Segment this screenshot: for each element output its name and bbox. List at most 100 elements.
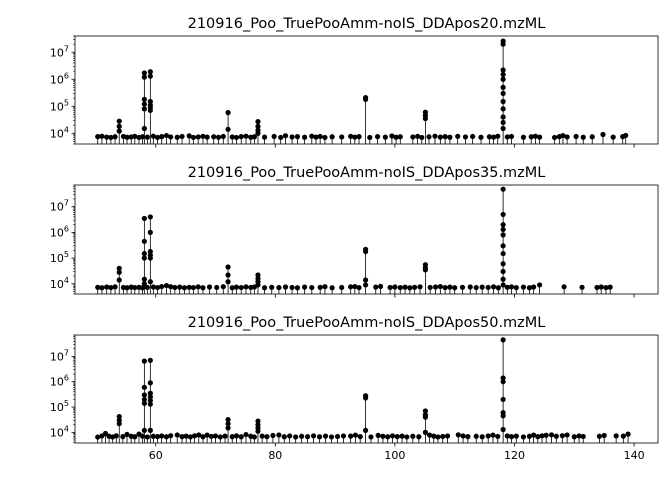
data-point (147, 69, 153, 75)
y-tick-label-base: 10 (50, 201, 64, 214)
y-tick-label-exponent: 4 (64, 424, 69, 433)
data-point (357, 434, 363, 440)
data-point (287, 433, 293, 439)
x-tick-label: 60 (149, 449, 163, 462)
data-point (432, 133, 438, 139)
data-point (356, 284, 362, 291)
data-point (500, 261, 506, 267)
data-point (500, 282, 506, 288)
data-point (233, 284, 240, 290)
y-tick-label: 104 (50, 125, 69, 140)
data-point (186, 284, 192, 290)
y-tick-label-base: 10 (50, 73, 64, 86)
data-point (147, 357, 153, 363)
data-point (610, 134, 616, 140)
data-point (141, 70, 147, 76)
data-point (270, 432, 276, 439)
data-point (150, 433, 156, 439)
data-point (548, 432, 555, 438)
data-point (576, 433, 582, 439)
data-point (208, 433, 214, 440)
data-point (435, 434, 441, 440)
data-point (363, 427, 369, 433)
data-point (607, 284, 613, 290)
data-point (261, 285, 268, 291)
data-point (259, 433, 265, 439)
data-point (374, 134, 381, 140)
data-point (539, 433, 545, 439)
data-point (407, 285, 413, 291)
y-tick-label: 106 (50, 374, 69, 389)
data-point (229, 285, 235, 291)
data-point (603, 284, 609, 291)
data-point (500, 396, 506, 403)
data-point (537, 282, 543, 288)
data-point (594, 284, 600, 291)
data-point (141, 106, 147, 112)
data-point (564, 134, 570, 140)
data-point (154, 284, 161, 291)
data-point (317, 133, 323, 140)
data-point (225, 421, 231, 427)
data-point (504, 433, 510, 439)
data-point (455, 133, 461, 139)
x-tick-label: 120 (504, 449, 525, 462)
data-point (147, 248, 153, 255)
data-point (397, 284, 403, 291)
data-point (422, 408, 428, 414)
data-point (144, 434, 150, 440)
data-point (437, 283, 443, 290)
data-point (508, 133, 515, 140)
data-point (380, 433, 386, 439)
data-point (132, 434, 138, 440)
data-point (150, 133, 156, 139)
data-point (141, 101, 147, 107)
data-point (255, 119, 261, 125)
data-point (348, 433, 354, 439)
data-point (251, 134, 257, 140)
data-point (551, 134, 558, 141)
data-point (233, 134, 240, 141)
data-point (500, 106, 506, 112)
y-tick-label-exponent: 6 (64, 224, 69, 233)
data-point (132, 284, 138, 291)
data-point (535, 434, 541, 440)
y-tick-label-base: 10 (50, 127, 64, 140)
data-point (222, 433, 228, 439)
data-point (387, 284, 393, 291)
y-tick-label-base: 10 (50, 401, 64, 414)
data-point (147, 279, 153, 285)
data-point (613, 433, 619, 439)
data-point (500, 413, 506, 419)
data-point (495, 285, 501, 291)
y-tick-label-exponent: 7 (64, 348, 69, 357)
data-point (243, 431, 249, 438)
data-point (490, 432, 496, 438)
data-point (598, 284, 604, 290)
data-point (500, 71, 506, 78)
data-point (187, 434, 194, 440)
data-point (526, 285, 533, 291)
data-point (442, 134, 448, 140)
data-point (394, 434, 400, 440)
data-point (116, 123, 122, 129)
data-point (500, 232, 506, 238)
data-point (465, 434, 471, 440)
chart-title-3: 210916_Poo_TruePooAmm-noIS_DDApos50.mzML (188, 315, 546, 331)
data-point (500, 426, 506, 433)
data-point (447, 284, 453, 290)
data-point (500, 222, 506, 228)
data-point (329, 134, 335, 140)
data-point (322, 134, 328, 141)
data-point (264, 434, 270, 440)
data-point (479, 284, 485, 290)
axes-frame-3 (74, 334, 659, 444)
data-point (352, 283, 358, 290)
data-point (543, 432, 549, 438)
data-point (431, 433, 437, 439)
data-point (191, 433, 198, 439)
data-point (410, 433, 416, 439)
